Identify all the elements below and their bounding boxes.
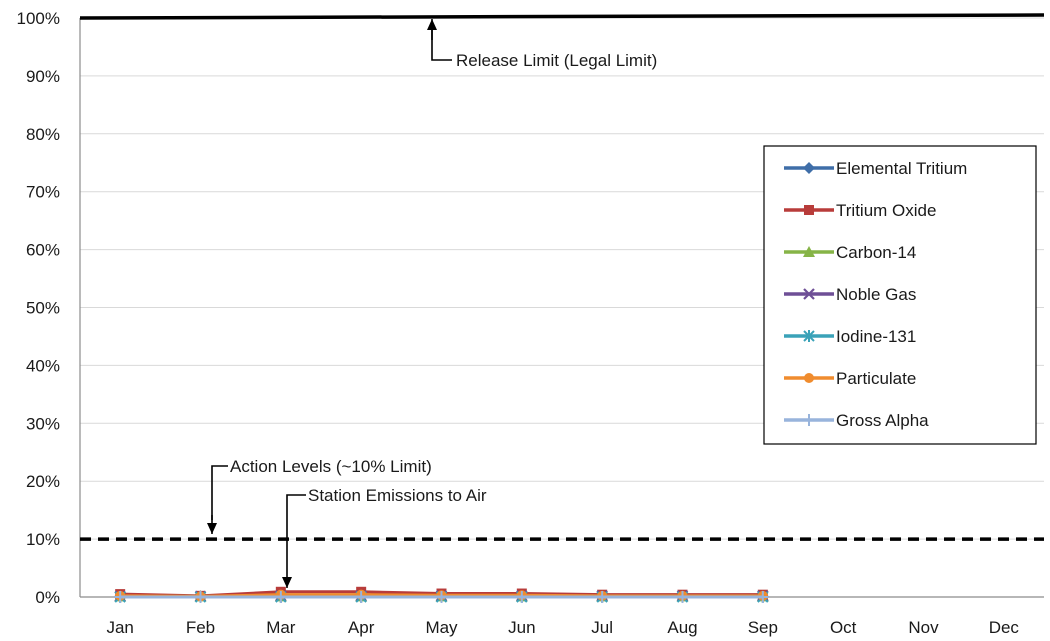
release-limit-annotation: Release Limit (Legal Limit): [456, 51, 657, 70]
legend-marker: [803, 288, 815, 300]
x-tick-label: Mar: [266, 618, 296, 637]
x-tick-label: Feb: [186, 618, 215, 637]
release-limit-line: [79, 13, 1045, 20]
release-limit-arrow: [427, 19, 437, 40]
legend-item: Iodine-131: [784, 327, 916, 346]
y-tick-label: 90%: [26, 67, 60, 86]
y-tick-label: 40%: [26, 356, 60, 375]
x-tick-label: Oct: [830, 618, 857, 637]
x-tick-label: Sep: [748, 618, 778, 637]
legend-label: Gross Alpha: [836, 411, 929, 430]
legend-item: Carbon-14: [784, 243, 916, 262]
annotations: Release Limit (Legal Limit) Action Level…: [207, 19, 657, 588]
data-point: [355, 591, 368, 603]
legend: Elemental Tritium Tritium Oxide Carbon-14 N…: [763, 145, 1037, 445]
legend-marker: [803, 246, 815, 257]
action-levels-annotation: Action Levels (~10% Limit): [230, 457, 432, 476]
data-point: [114, 591, 127, 603]
legend-item: Elemental Tritium: [784, 159, 967, 178]
data-point: [596, 591, 609, 603]
x-tick-label: Aug: [667, 618, 697, 637]
legend-item: Gross Alpha: [784, 411, 929, 430]
data-point: [676, 591, 689, 603]
action-levels-arrow: [207, 515, 217, 534]
legend-marker: [803, 330, 815, 342]
x-tick-label: Jul: [591, 618, 613, 637]
x-tick-label: Nov: [908, 618, 939, 637]
action-levels-connector: [211, 465, 228, 520]
legend-label: Carbon-14: [836, 243, 916, 262]
legend-marker: [803, 162, 815, 174]
x-tick-label: May: [425, 618, 458, 637]
legend-label: Noble Gas: [836, 285, 916, 304]
x-tick-label: Jun: [508, 618, 535, 637]
legend-item: Noble Gas: [784, 285, 916, 304]
legend-label: Elemental Tritium: [836, 159, 967, 178]
y-tick-label: 20%: [26, 472, 60, 491]
x-tick-label: Apr: [348, 618, 375, 637]
y-tick-label: 60%: [26, 241, 60, 260]
legend-label: Iodine-131: [836, 327, 916, 346]
legend-label: Tritium Oxide: [836, 201, 936, 220]
data-point: [756, 591, 769, 603]
data-point: [435, 591, 448, 603]
legend-label: Particulate: [836, 369, 916, 388]
y-tick-label: 50%: [26, 299, 60, 318]
data-point: [274, 591, 287, 603]
legend-item: Tritium Oxide: [784, 201, 936, 220]
station-emissions-connector: [286, 494, 306, 570]
legend-marker: [804, 373, 814, 383]
legend-marker: [804, 205, 814, 215]
y-tick-label: 0%: [35, 588, 60, 607]
legend-item: Particulate: [784, 369, 916, 388]
station-emissions-annotation: Station Emissions to Air: [308, 486, 487, 505]
station-emissions-arrow: [282, 570, 292, 588]
y-tick-label: 10%: [26, 530, 60, 549]
legend-marker: [803, 414, 815, 426]
x-tick-label: Jan: [106, 618, 133, 637]
y-tick-label: 70%: [26, 183, 60, 202]
x-tick-label: Dec: [989, 618, 1020, 637]
data-point: [194, 591, 207, 603]
release-limit-connector: [431, 30, 452, 61]
data-point: [515, 591, 528, 603]
y-tick-label: 30%: [26, 414, 60, 433]
y-tick-label: 80%: [26, 125, 60, 144]
data-series: [114, 586, 769, 603]
y-tick-label: 100%: [17, 9, 60, 28]
reference-lines: [79, 13, 1045, 541]
